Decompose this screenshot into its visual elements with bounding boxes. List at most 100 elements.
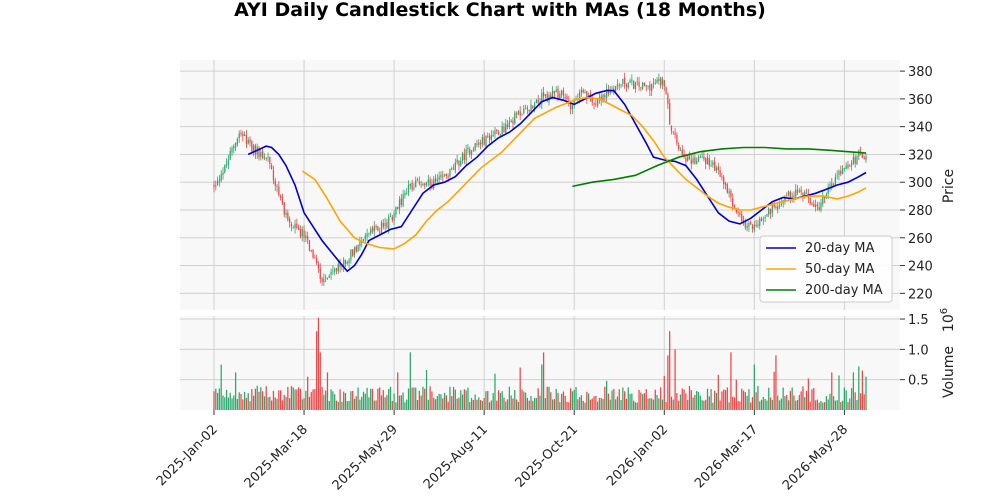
volume-bar bbox=[532, 400, 534, 410]
volume-bar bbox=[609, 399, 611, 410]
candle-body bbox=[406, 192, 408, 194]
candle-body bbox=[514, 112, 516, 124]
candle-body bbox=[216, 181, 219, 185]
candle-body bbox=[602, 94, 604, 101]
candle-body bbox=[796, 189, 799, 193]
volume-bar bbox=[265, 386, 267, 410]
candle-body bbox=[348, 259, 350, 264]
candle-body bbox=[289, 218, 291, 223]
price-tick-label: 220 bbox=[908, 287, 933, 302]
volume-bar bbox=[838, 375, 840, 410]
volume-bar bbox=[822, 402, 824, 410]
volume-bar bbox=[321, 386, 323, 410]
candle-body bbox=[814, 204, 817, 208]
candle-body bbox=[530, 104, 532, 111]
candle-body bbox=[672, 131, 674, 133]
candle-body bbox=[643, 82, 646, 86]
candle-body bbox=[784, 196, 786, 202]
candle-body bbox=[269, 157, 271, 164]
candle-body bbox=[690, 159, 692, 165]
volume-bar bbox=[487, 390, 489, 410]
volume-bar bbox=[687, 400, 689, 410]
volume-bar bbox=[618, 389, 620, 410]
candle-body bbox=[854, 157, 856, 164]
volume-bar bbox=[332, 391, 334, 410]
volume-bar bbox=[245, 397, 248, 410]
candle-body bbox=[597, 98, 599, 106]
volume-bar bbox=[326, 372, 329, 410]
volume-tick-label: 1.0 bbox=[908, 343, 929, 358]
candle-body bbox=[748, 223, 750, 227]
candle-body bbox=[751, 225, 754, 229]
volume-bar bbox=[746, 395, 748, 410]
candle-body bbox=[290, 224, 293, 227]
volume-bar bbox=[389, 386, 392, 410]
volume-bar bbox=[710, 389, 712, 410]
candle-body bbox=[260, 151, 262, 157]
volume-bar bbox=[290, 386, 293, 410]
volume-bar bbox=[433, 397, 435, 410]
volume-bar bbox=[597, 401, 599, 410]
volume-bar bbox=[267, 397, 269, 410]
volume-bar bbox=[252, 395, 255, 410]
candle-body bbox=[487, 136, 489, 138]
volume-bar bbox=[413, 387, 415, 410]
candle-body bbox=[398, 199, 401, 210]
candle-body bbox=[515, 113, 518, 115]
candle-body bbox=[827, 186, 829, 194]
volume-bar bbox=[708, 396, 710, 410]
ma-line-1 bbox=[301, 96, 867, 250]
volume-bar bbox=[501, 391, 503, 410]
volume-bar bbox=[440, 394, 442, 410]
volume-bar bbox=[688, 386, 691, 410]
volume-bar bbox=[247, 393, 249, 410]
volume-bar bbox=[325, 390, 327, 410]
candle-body bbox=[692, 158, 694, 163]
volume-bar bbox=[678, 400, 680, 410]
volume-tick-label: 1.5 bbox=[908, 313, 929, 328]
candle-body bbox=[296, 223, 298, 228]
volume-bar bbox=[782, 387, 784, 410]
candle-body bbox=[359, 241, 361, 247]
candle-body bbox=[705, 158, 707, 165]
volume-bar bbox=[845, 390, 847, 410]
candle-body bbox=[436, 179, 438, 182]
volume-bar bbox=[741, 388, 743, 410]
volume-bar bbox=[395, 402, 397, 410]
volume-bar bbox=[726, 387, 728, 410]
volume-bar bbox=[629, 393, 631, 410]
candle-body bbox=[343, 259, 345, 268]
volume-bar bbox=[368, 397, 370, 410]
volume-bar bbox=[613, 388, 615, 410]
candle-body bbox=[438, 176, 440, 180]
volume-bar bbox=[566, 401, 568, 410]
volume-bar bbox=[759, 401, 761, 410]
volume-bar bbox=[714, 390, 716, 410]
candle-body bbox=[274, 180, 276, 186]
volume-bar bbox=[281, 400, 284, 410]
volume-bar bbox=[350, 391, 352, 410]
volume-bar bbox=[271, 400, 273, 410]
candle-body bbox=[726, 184, 728, 193]
volume-bar bbox=[296, 389, 298, 410]
volume-bar bbox=[496, 400, 498, 410]
volume-bar bbox=[517, 401, 520, 410]
volume-bar bbox=[301, 399, 303, 410]
volume-bar bbox=[278, 390, 280, 410]
volume-bar bbox=[804, 397, 806, 410]
volume-bar bbox=[757, 386, 759, 410]
candle-body bbox=[753, 224, 755, 230]
volume-bar bbox=[760, 399, 763, 410]
candle-body bbox=[506, 125, 509, 127]
candle-body bbox=[236, 138, 239, 145]
volume-bar bbox=[748, 389, 750, 410]
volume-bar bbox=[762, 396, 764, 410]
volume-bar bbox=[272, 390, 275, 410]
volume-bar bbox=[339, 389, 341, 410]
candle-body bbox=[508, 121, 511, 127]
candle-body bbox=[325, 277, 327, 279]
volume-bar bbox=[600, 397, 602, 410]
volume-bar bbox=[685, 393, 687, 410]
candle-body bbox=[517, 111, 520, 115]
candle-body bbox=[305, 235, 307, 239]
